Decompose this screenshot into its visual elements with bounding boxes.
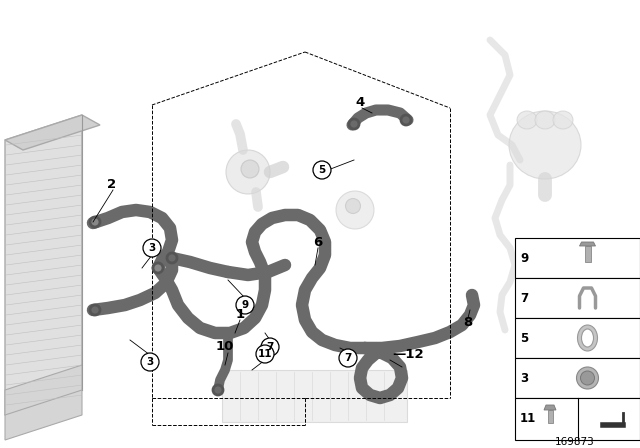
Text: 5: 5: [318, 165, 326, 175]
Ellipse shape: [582, 329, 593, 347]
Bar: [515, 358, 640, 398]
Text: 8: 8: [463, 316, 472, 329]
Polygon shape: [579, 242, 595, 246]
Text: 3: 3: [147, 357, 154, 367]
Text: 10: 10: [216, 340, 234, 353]
Bar: [222, 370, 407, 422]
Ellipse shape: [346, 198, 360, 214]
Bar: [515, 318, 640, 358]
Polygon shape: [544, 405, 556, 410]
Circle shape: [236, 296, 254, 314]
Text: —12: —12: [392, 349, 424, 362]
Circle shape: [141, 353, 159, 371]
Ellipse shape: [241, 160, 259, 178]
Bar: [515, 398, 640, 440]
Ellipse shape: [517, 111, 537, 129]
Polygon shape: [5, 115, 82, 415]
Text: 4: 4: [355, 96, 365, 109]
Ellipse shape: [535, 111, 555, 129]
Text: 7: 7: [344, 353, 352, 363]
Text: 7: 7: [266, 342, 274, 352]
Polygon shape: [5, 365, 82, 440]
Text: 2: 2: [108, 178, 116, 191]
Ellipse shape: [553, 111, 573, 129]
Text: 11: 11: [520, 413, 536, 426]
Polygon shape: [5, 115, 100, 150]
Text: 9: 9: [241, 300, 248, 310]
Text: 11: 11: [258, 349, 272, 359]
Circle shape: [256, 345, 274, 363]
Ellipse shape: [577, 325, 598, 351]
Circle shape: [143, 239, 161, 257]
Circle shape: [339, 349, 357, 367]
Bar: [515, 238, 640, 278]
Ellipse shape: [226, 150, 270, 194]
Text: 5: 5: [520, 332, 528, 345]
Text: 3: 3: [520, 371, 528, 384]
Bar: [547, 410, 552, 423]
Bar: [584, 246, 591, 262]
Text: 7: 7: [520, 292, 528, 305]
Ellipse shape: [509, 111, 581, 179]
Text: 9: 9: [520, 251, 528, 264]
Text: 169873: 169873: [555, 437, 595, 447]
Text: 6: 6: [314, 236, 323, 249]
Ellipse shape: [336, 191, 374, 229]
Ellipse shape: [580, 371, 595, 385]
Text: 3: 3: [148, 243, 156, 253]
Bar: [515, 278, 640, 318]
Text: 1: 1: [236, 307, 244, 320]
Ellipse shape: [577, 367, 598, 389]
Circle shape: [313, 161, 331, 179]
Circle shape: [261, 338, 279, 356]
